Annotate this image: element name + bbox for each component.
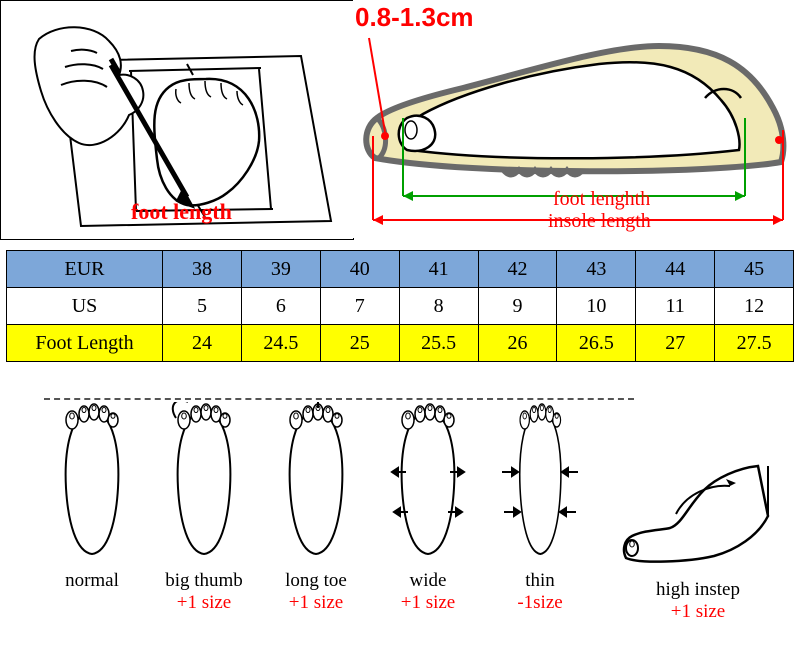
- cell: 7: [320, 288, 399, 325]
- cell: 10: [557, 288, 636, 325]
- table-row: US 5 6 7 8 9 10 11 12: [7, 288, 794, 325]
- foot-length-label: foot length: [131, 199, 232, 225]
- cell: 25: [320, 325, 399, 362]
- foot-type-high-instep: high instep +1 size: [618, 450, 778, 623]
- cell: 8: [399, 288, 478, 325]
- foot-type-adjust: -1size: [496, 592, 584, 614]
- foot-type-wide: wide +1 size: [384, 402, 472, 614]
- cell: 11: [636, 288, 715, 325]
- cell: 26: [478, 325, 557, 362]
- insole-length-caption: insole length: [548, 210, 651, 233]
- foot-type-normal: normal: [48, 402, 136, 592]
- cell: 24: [163, 325, 242, 362]
- foot-type-adjust: +1 size: [272, 592, 360, 614]
- cell: 24.5: [241, 325, 320, 362]
- foot-length-caption: foot lenghth: [553, 188, 650, 211]
- cell: 41: [399, 251, 478, 288]
- foot-type-label: thin: [496, 570, 584, 592]
- foot-type-guide: normal big thumb +1 size long toe +1 siz…: [28, 390, 772, 650]
- foot-type-label: wide: [384, 570, 472, 592]
- foot-type-thin: thin -1size: [496, 402, 584, 614]
- table-row: EUR 38 39 40 41 42 43 44 45: [7, 251, 794, 288]
- cell: 6: [241, 288, 320, 325]
- foot-type-big-thumb: big thumb +1 size: [160, 402, 248, 614]
- cell: 38: [163, 251, 242, 288]
- foot-tracing-diagram: foot length: [0, 0, 354, 240]
- cell: 9: [478, 288, 557, 325]
- cell: 25.5: [399, 325, 478, 362]
- foot-type-label: big thumb: [160, 570, 248, 592]
- size-conversion-table: EUR 38 39 40 41 42 43 44 45 US 5 6 7 8 9…: [6, 250, 794, 362]
- row-label: US: [7, 288, 163, 325]
- cell: 27: [636, 325, 715, 362]
- cell: 42: [478, 251, 557, 288]
- cell: 12: [715, 288, 794, 325]
- insole-diagram: 0.8-1.3cm foot l: [353, 0, 800, 238]
- foot-type-label: high instep: [618, 579, 778, 601]
- cell: 43: [557, 251, 636, 288]
- cell: 44: [636, 251, 715, 288]
- cell: 27.5: [715, 325, 794, 362]
- cell: 40: [320, 251, 399, 288]
- cell: 45: [715, 251, 794, 288]
- baseline-dashed-line: [44, 398, 634, 400]
- cell: 39: [241, 251, 320, 288]
- row-label: Foot Length: [7, 325, 163, 362]
- row-label: EUR: [7, 251, 163, 288]
- foot-type-label: long toe: [272, 570, 360, 592]
- cell: 26.5: [557, 325, 636, 362]
- foot-type-long-toe: long toe +1 size: [272, 402, 360, 614]
- foot-type-adjust: +1 size: [618, 601, 778, 623]
- table-row: Foot Length 24 24.5 25 25.5 26 26.5 27 2…: [7, 325, 794, 362]
- cell: 5: [163, 288, 242, 325]
- foot-type-adjust: +1 size: [384, 592, 472, 614]
- foot-type-label: normal: [48, 570, 136, 592]
- foot-type-adjust: +1 size: [160, 592, 248, 614]
